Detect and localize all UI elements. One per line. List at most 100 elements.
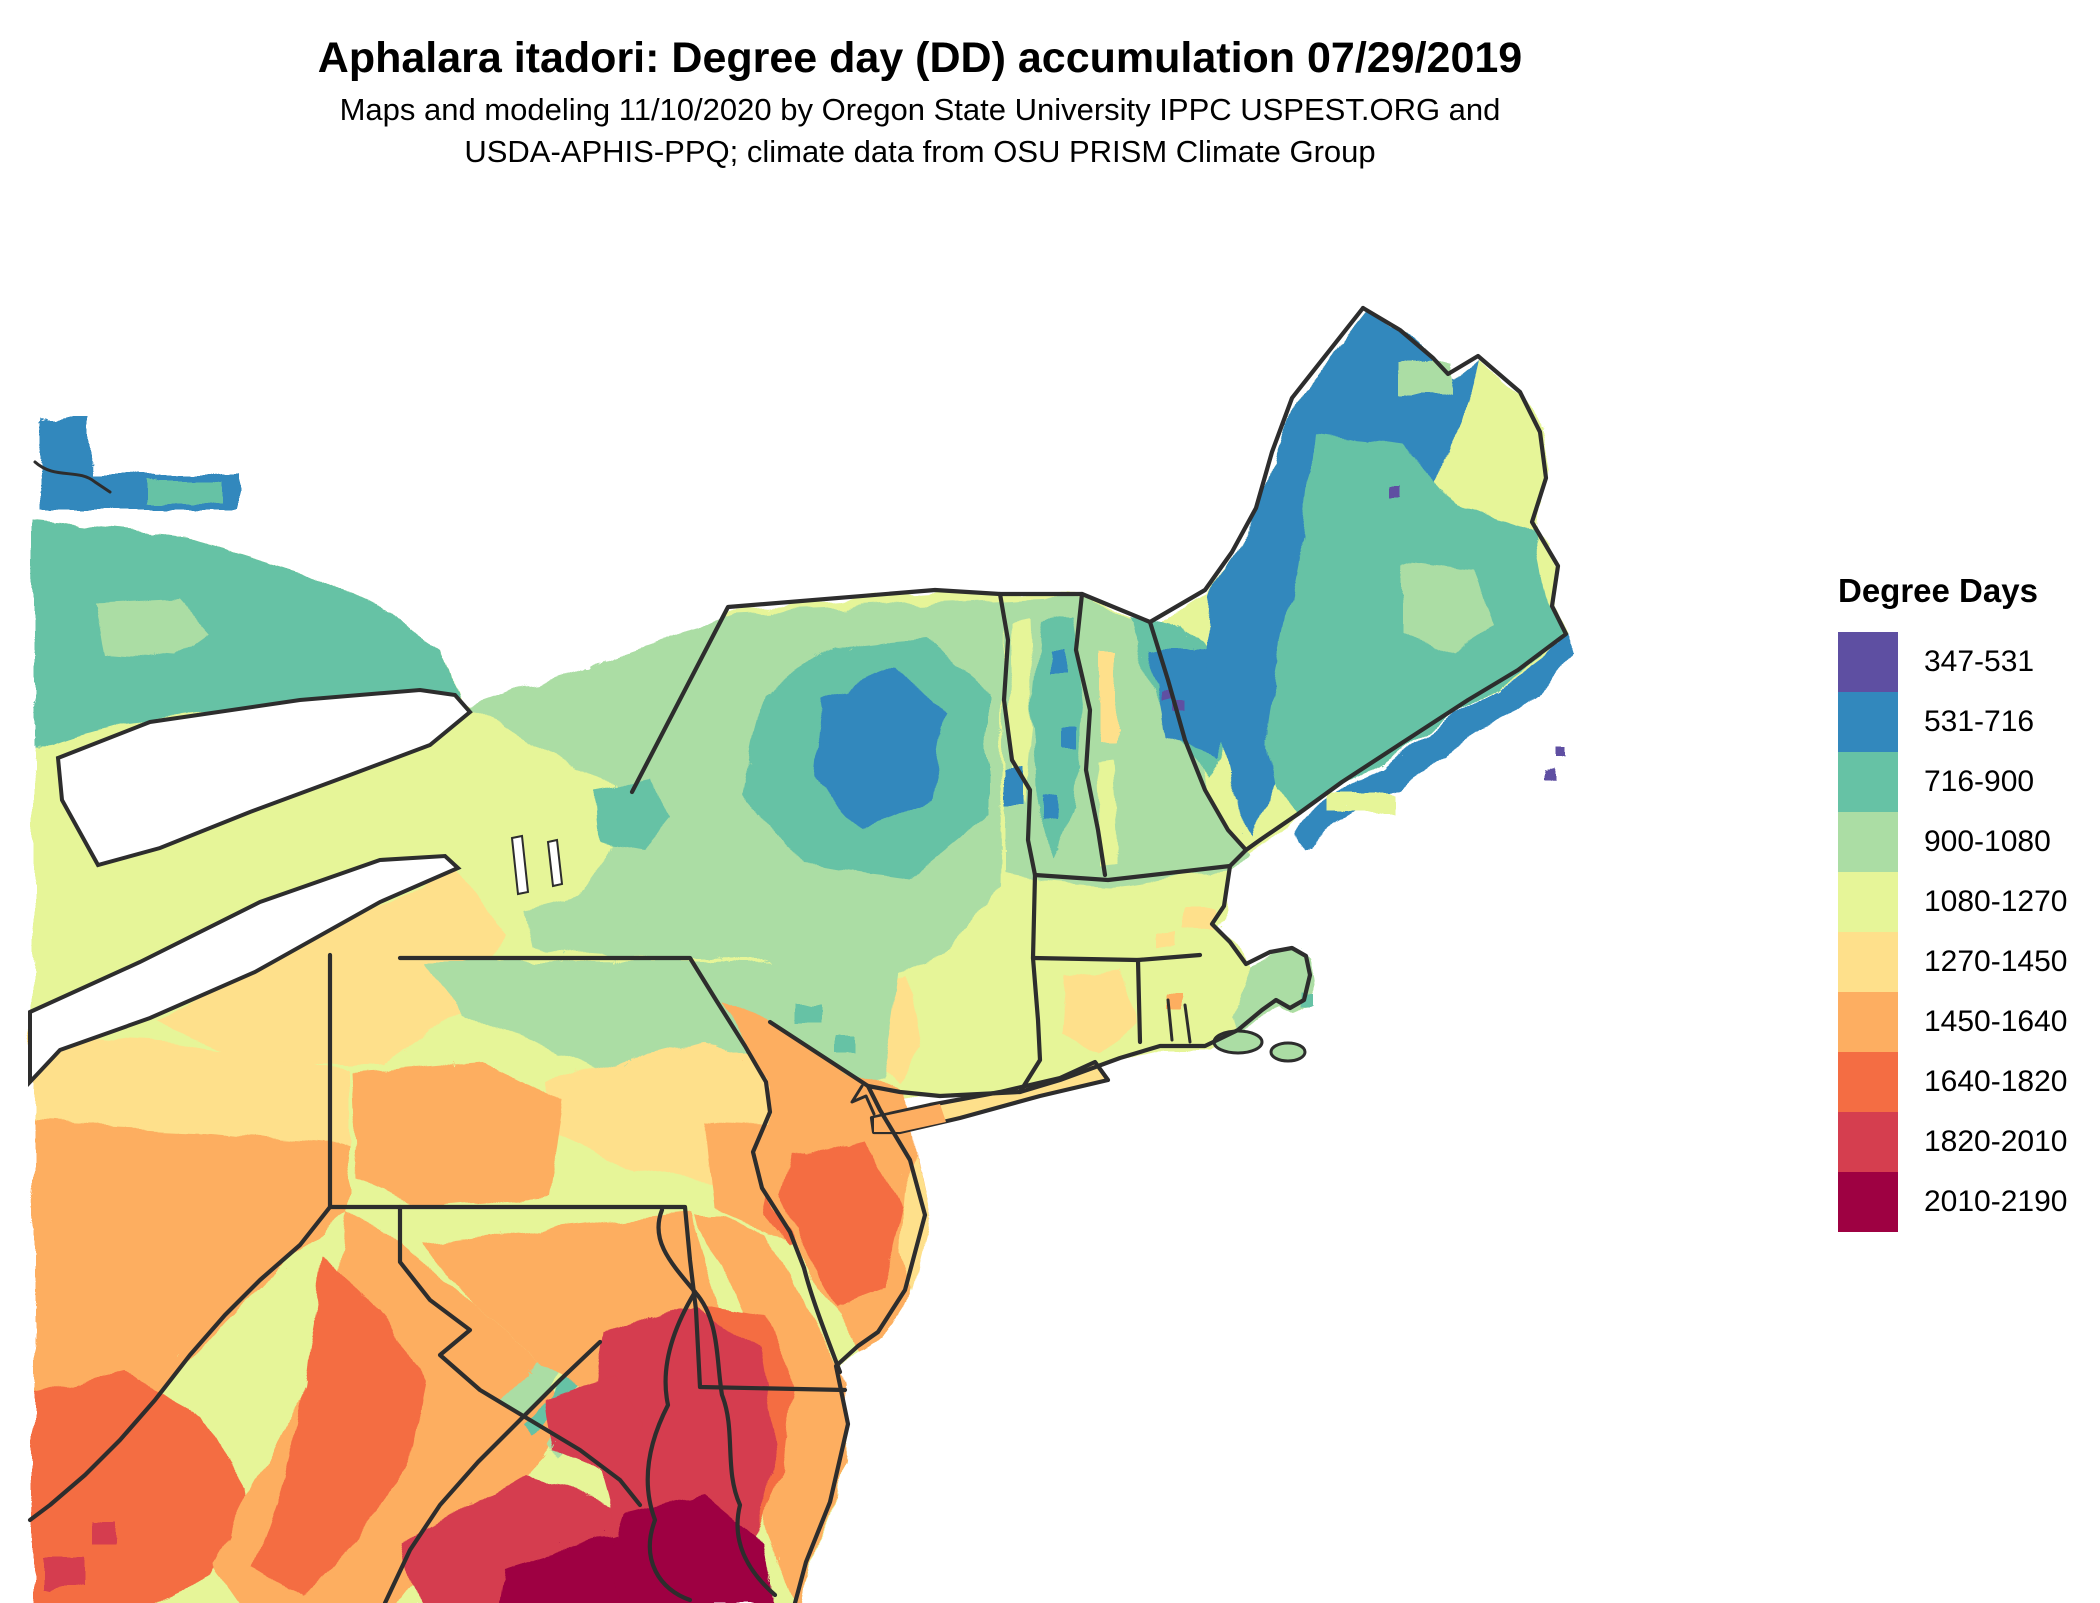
region-north-ohio	[30, 1030, 345, 1140]
legend-swatch	[1838, 992, 1898, 1052]
legend-row: 531-716	[1838, 692, 2067, 752]
region-white-mtn-purple-1	[1158, 688, 1169, 699]
legend-row: 1450-1640	[1838, 992, 2067, 1052]
region-adirondacks-core	[812, 665, 945, 825]
long-island-west	[874, 1104, 946, 1132]
region-green-mtn-speck-2	[1058, 722, 1072, 744]
legend-row: 347-531	[1838, 632, 2067, 692]
region-boston-speck-2	[1152, 930, 1174, 946]
legend-rows: 347-531 531-716 716-900 900-1080 1080-1270 12…	[1838, 632, 2067, 1232]
border-us-canada	[629, 305, 1366, 795]
legend-row: 1270-1450	[1838, 932, 2067, 992]
border-vt-nh	[1073, 591, 1108, 878]
region-boston-speck-1	[1180, 905, 1210, 927]
border-ny-nj	[767, 1019, 871, 1089]
legend-swatch	[1838, 692, 1898, 752]
finger-lake-2	[546, 838, 564, 888]
region-ontario-canada	[30, 518, 455, 746]
region-green-mtn-speck-1	[1048, 648, 1062, 670]
chesapeake-bay-east-shore	[692, 1289, 778, 1598]
region-wv-west	[250, 1252, 420, 1595]
border-mason-dixon	[327, 1204, 848, 1393]
border-ottawa-river	[33, 460, 112, 494]
marthas-vineyard	[1212, 1029, 1264, 1055]
region-maine-green-patch	[1400, 560, 1490, 650]
lake-ontario	[55, 687, 473, 868]
region-maine-purple-1	[1385, 483, 1397, 495]
legend: Degree Days 347-531 531-716 716-900 900-108…	[1838, 572, 2067, 1232]
border-oh-wv	[27, 1204, 333, 1523]
legend-label: 2010-2190	[1924, 1185, 2068, 1218]
legend-label: 1820-2010	[1924, 1125, 2068, 1158]
region-south-ohio	[30, 1368, 245, 1603]
finger-lake-1	[510, 834, 530, 896]
region-ct-valley-ma	[1058, 965, 1132, 1052]
map-subtitle-line2: USDA-APHIS-PPQ; climate data from OSU PR…	[464, 134, 1376, 169]
legend-swatch	[1838, 1052, 1898, 1112]
region-tug-hill	[592, 775, 668, 845]
map-subtitle-line1: Maps and modeling 11/10/2020 by Oregon S…	[339, 92, 1501, 127]
border-ny-vt	[997, 591, 1038, 878]
nantucket	[1269, 1041, 1307, 1063]
legend-label: 1270-1450	[1924, 945, 2068, 978]
region-ontario-canada-patch	[90, 596, 205, 655]
legend-swatch	[1838, 632, 1898, 692]
region-southern-tier-patch	[520, 885, 640, 950]
boundaries	[27, 305, 1569, 1603]
region-green-mtn-speck-3	[1040, 795, 1054, 815]
lake-erie	[28, 853, 462, 1088]
legend-label: 1450-1640	[1924, 1005, 2068, 1038]
legend-row: 900-1080	[1838, 812, 2067, 872]
border-nh-me	[1147, 619, 1249, 853]
coastline	[792, 305, 1569, 1603]
region-maine-purple-2	[1540, 764, 1552, 776]
legend-swatch	[1838, 872, 1898, 932]
border-md-panhandle	[397, 1204, 643, 1508]
legend-row: 1640-1820	[1838, 1052, 2067, 1112]
legend-label: 347-531	[1924, 645, 2035, 678]
region-maine-yellow-speck	[1330, 792, 1390, 812]
region-nj-inner	[778, 1136, 898, 1300]
susquehanna-river	[656, 1207, 698, 1295]
border-ny-newengland	[1017, 872, 1043, 1095]
legend-swatch	[1838, 812, 1898, 872]
region-maine-purple-3	[1552, 745, 1562, 755]
region-pocono-speck-1	[790, 1000, 816, 1020]
legend-row: 716-900	[1838, 752, 2067, 812]
legend-swatch	[1838, 1172, 1898, 1232]
nyc-harbor	[850, 1084, 876, 1116]
map-title: Aphalara itadori: Degree day (DD) accumu…	[317, 34, 1523, 82]
chesapeake-bay-west-shore	[645, 1289, 698, 1603]
legend-row: 1080-1270	[1838, 872, 2067, 932]
region-cape-cod-green	[1228, 948, 1310, 1030]
legend-title: Degree Days	[1838, 572, 2038, 609]
delaware-bay-shore	[801, 1265, 843, 1375]
legend-row: 1820-2010	[1838, 1112, 2067, 1172]
legend-row: 2010-2190	[1838, 1172, 2067, 1232]
border-ma-north	[1032, 863, 1233, 883]
legend-swatch	[1838, 1112, 1898, 1172]
legend-label: 716-900	[1924, 765, 2035, 798]
legend-label: 900-1080	[1924, 825, 2051, 858]
border-ct-ri	[1135, 957, 1143, 1045]
region-champlain-speck	[1000, 765, 1020, 801]
legend-label: 1640-1820	[1924, 1065, 2068, 1098]
region-western-ny-band	[150, 866, 500, 1060]
legend-label: 1080-1270	[1924, 885, 2068, 918]
region-ohio-red-speck-1	[40, 1555, 80, 1585]
region-ct-river-valley	[1098, 650, 1114, 740]
legend-label: 531-716	[1924, 705, 2035, 738]
region-ohio-red-speck-2	[90, 1518, 116, 1540]
region-ottawa-valley-patch	[142, 476, 218, 500]
region-ri-orange-speck	[1162, 990, 1180, 1006]
region-pocono-speck-2	[830, 1035, 850, 1051]
lakes	[28, 687, 564, 1088]
region-dc-novа	[540, 1370, 640, 1470]
legend-swatch	[1838, 932, 1898, 992]
border-wv-va	[382, 1339, 603, 1603]
region-lower-chesapeake-darkred	[600, 1490, 770, 1603]
border-ny-pa	[397, 955, 807, 1271]
legend-swatch	[1838, 752, 1898, 812]
